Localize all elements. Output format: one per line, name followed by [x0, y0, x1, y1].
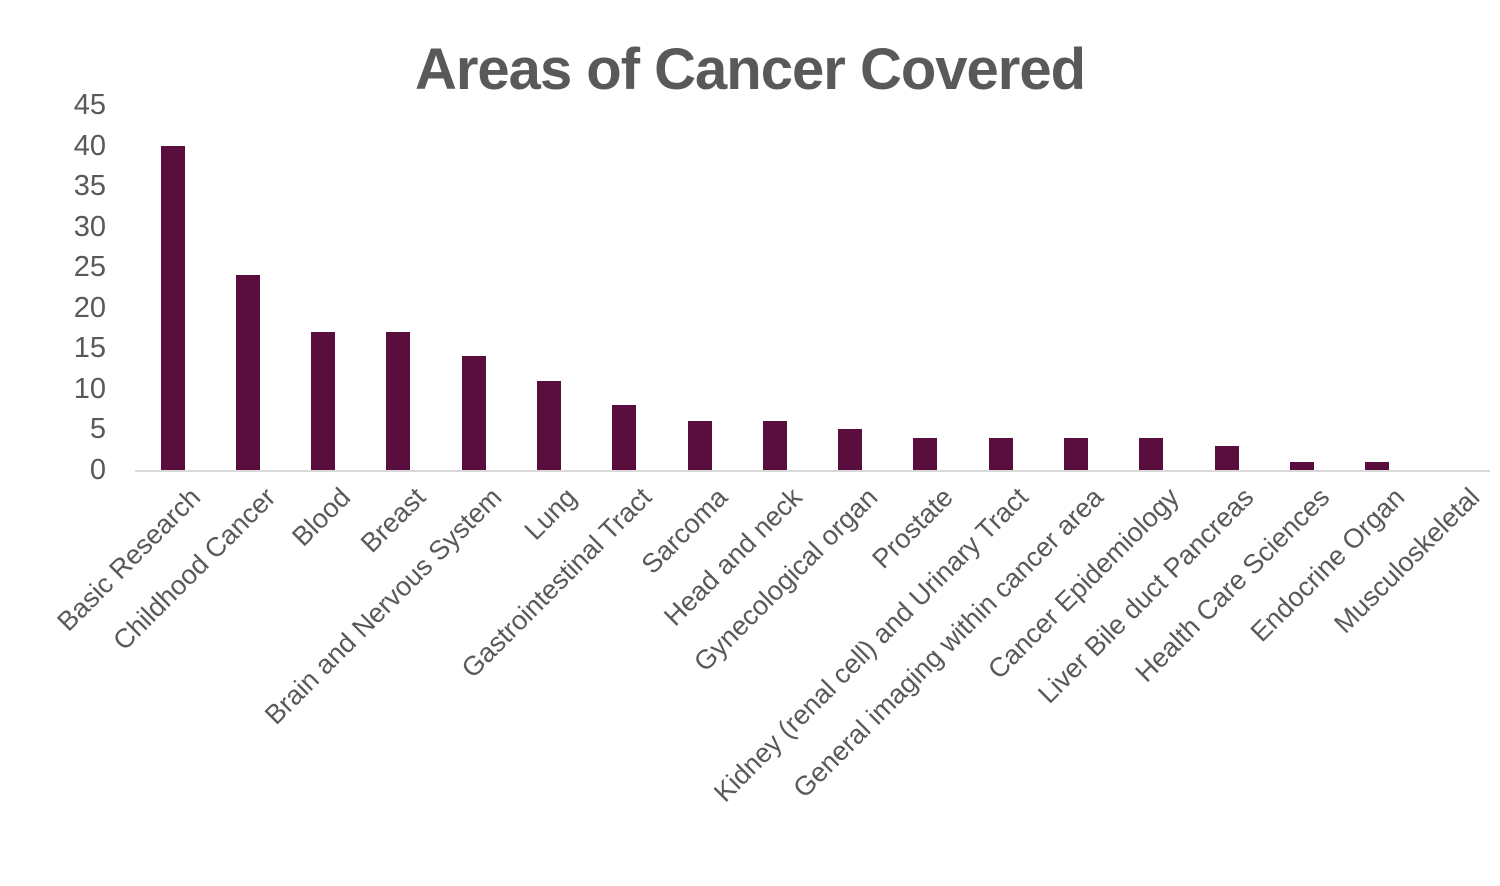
- x-axis-line: [135, 470, 1490, 472]
- y-tick-label-0: 0: [89, 454, 106, 486]
- bar-gynecological-organ: [838, 429, 863, 470]
- y-tick-label-45: 45: [73, 89, 106, 121]
- bar-general-imaging-within-cancer-area: [1063, 437, 1088, 470]
- bar-head-and-neck: [762, 421, 787, 470]
- x-label-blood: Blood: [286, 482, 357, 553]
- bar-endocrine-organ: [1365, 461, 1390, 470]
- bar-sarcoma: [687, 421, 712, 470]
- bar-kidney-renal-cell-and-urinary-tract: [988, 437, 1013, 470]
- y-tick-label-25: 25: [73, 251, 106, 284]
- bar-liver-bile-duct-pancreas: [1214, 445, 1239, 470]
- chart-title: Areas of Cancer Covered: [414, 37, 1086, 102]
- bar-cancer-epidemiology: [1139, 437, 1164, 470]
- bar-prostate: [913, 437, 938, 470]
- bar-gastrointestinal-tract: [612, 405, 637, 470]
- y-tick-label-15: 15: [73, 332, 106, 365]
- y-tick-label-40: 40: [73, 129, 106, 162]
- y-tick-label-10: 10: [73, 372, 106, 405]
- bar-breast: [386, 332, 411, 470]
- bar-health-care-sciences: [1289, 461, 1314, 470]
- y-tick-label-20: 20: [73, 291, 106, 324]
- bar-lung: [537, 380, 562, 470]
- bar-childhood-cancer: [235, 275, 260, 470]
- bar-blood: [311, 332, 336, 470]
- y-tick-label-30: 30: [73, 210, 106, 243]
- y-tick-label-35: 35: [73, 170, 106, 203]
- bar-brain-and-nervous-system: [461, 356, 486, 470]
- bar-basic-research: [160, 145, 185, 470]
- x-label-lung: Lung: [518, 482, 583, 546]
- y-tick-label-5: 5: [89, 413, 106, 446]
